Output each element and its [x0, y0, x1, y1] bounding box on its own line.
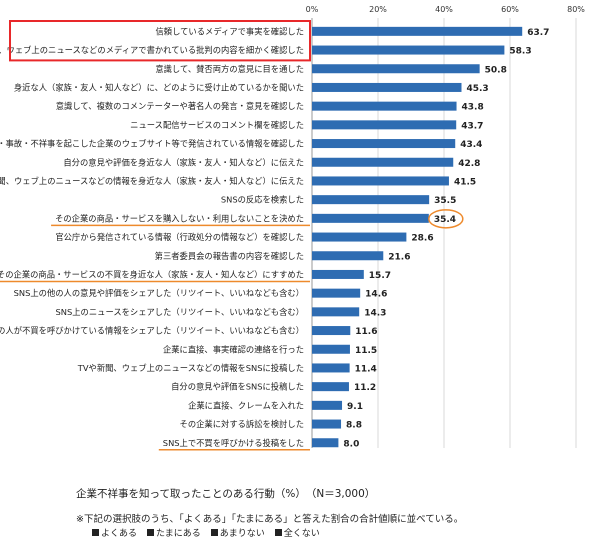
value-label: 45.3: [466, 84, 488, 94]
category-label: SNSの反応を検索した: [221, 195, 304, 205]
category-label: SNS上の他の人の意見や評価をシェアした（リツイート、いいねなども含む）: [14, 288, 304, 298]
bar: [312, 363, 350, 373]
legend-label: 全くない: [283, 529, 320, 539]
legend-swatch: [92, 529, 99, 536]
category-label: 企業に直接、事実確認の連絡を行った: [163, 344, 304, 354]
legend-label: よくある: [101, 529, 138, 539]
bar: [312, 157, 454, 167]
bar: [312, 419, 342, 429]
category-labels: 信頼しているメディアで事実を確認した TVや新聞、ウェブ上のニュースなどのメディア…: [0, 26, 304, 447]
category-label: 身近な人（家族・友人・知人など）に、どのように受け止めているかを聞いた: [14, 82, 304, 92]
legend-swatch: [147, 529, 155, 536]
category-label: 自分の意見や評価を身近な人（家族・友人・知人など）に伝えた: [63, 157, 304, 167]
category-label: その企業の商品・サービスの不買を身近な人（家族・友人・知人など）にすすめた: [0, 269, 304, 279]
category-label: SNS上で他の人が不買を呼びかけている情報をシェアした（リツイート、いいねなども…: [0, 326, 304, 336]
value-label: 41.5: [454, 177, 476, 187]
bar: [312, 195, 430, 205]
category-label: その企業の商品・サービスを購入しない・利用しないことを決めた: [55, 213, 304, 223]
bar: [312, 120, 457, 130]
bar: [312, 438, 339, 448]
x-tick-label: 40%: [435, 5, 453, 14]
bar: [312, 101, 457, 111]
value-label: 42.8: [458, 159, 480, 169]
bars: [312, 26, 523, 448]
x-axis-ticks: 0% 20% 40% 60% 80%: [306, 5, 586, 14]
legend-item: 全くない: [274, 526, 320, 539]
category-label: 企業に直接、クレームを入れた: [188, 400, 304, 410]
x-tick-label: 20%: [369, 5, 387, 14]
chart-caption: 企業不祥事を知って取ったことのある行動（%） （N＝3,000）: [76, 488, 376, 500]
value-label: 63.7: [527, 28, 549, 38]
value-label: 28.6: [411, 234, 433, 244]
bar: [312, 232, 407, 242]
category-label: 意識して、賛否両方の意見に目を通した: [155, 64, 304, 74]
highlight-box: [9, 20, 311, 62]
category-label: TVや新聞、ウェブ上のニュースなどのメディアで書かれている批判の内容を細かく確認…: [0, 45, 304, 55]
bar-chart: 0% 20% 40% 60% 80% 信頼しているメディアで事実を確認した TVや新聞、ウ…: [0, 5, 586, 451]
category-label: 自分の意見や評価をSNSに投稿した: [171, 382, 304, 392]
value-label: 14.3: [364, 308, 386, 318]
value-label: 43.4: [460, 140, 482, 150]
bar: [312, 82, 462, 92]
bar: [312, 26, 523, 36]
legend-swatch: [274, 529, 282, 536]
value-label: 11.5: [355, 346, 377, 356]
value-label: 11.6: [355, 327, 377, 337]
value-labels: 63.7 58.350.8 45.3 43.8 43.7 43.4 42.8 41.5 35.5…: [343, 28, 549, 449]
bar: [312, 326, 351, 336]
legend-label: あまりない: [219, 529, 265, 539]
value-label: 43.7: [461, 121, 483, 131]
bar: [312, 307, 360, 317]
value-label: 43.8: [462, 103, 484, 113]
x-tick-label: 80%: [567, 5, 585, 14]
legend-item: よくある: [92, 526, 137, 539]
bar: [312, 251, 384, 261]
bar: [312, 176, 449, 186]
legend: よくある たまにある あまりない 全くない: [92, 526, 320, 539]
x-tick-label: 60%: [501, 5, 519, 14]
value-label: 11.2: [354, 383, 376, 393]
value-label: 35.4: [434, 215, 456, 225]
value-highlight-circle: [428, 209, 464, 229]
bar: [312, 344, 350, 354]
bar: [312, 382, 349, 392]
bar: [312, 269, 364, 279]
chart-note: ※下記の選択肢のうち、「よくある」「たまにある」と答えた割合の合計値順に並べてい…: [76, 514, 464, 525]
category-label: 第三者委員会の報告書の内容を確認した: [155, 251, 304, 261]
bar: [312, 213, 429, 223]
value-label: 8.8: [346, 421, 362, 431]
category-label: 官公庁から発信されている情報（行政処分の情報など）を確認した: [55, 232, 304, 242]
bar: [312, 64, 480, 74]
category-label: TVや新聞、ウェブ上のニュースなどの情報をSNSに投稿した: [77, 363, 304, 373]
category-label: ニュース配信サービスのコメント欄を確認した: [130, 120, 304, 130]
value-label: 15.7: [369, 271, 391, 281]
legend-item: あまりない: [210, 526, 265, 539]
highlight-annotations: [0, 20, 464, 451]
bar: [312, 288, 361, 298]
legend-swatch: [210, 529, 218, 536]
value-label: 8.0: [343, 439, 359, 449]
value-label: 58.3: [509, 47, 531, 57]
category-label: 事件・事故・不祥事を起こした企業のウェブサイト等で発信されている情報を確認した: [0, 139, 304, 149]
bar: [312, 139, 456, 149]
category-label: 意識して、複数のコメンテーターや著名人の発言・意見を確認した: [56, 101, 304, 111]
category-label: SNS上のニュースをシェアした（リツイート、いいねなども含む）: [56, 307, 304, 317]
value-label: 14.6: [365, 290, 387, 300]
legend-label: たまにある: [156, 529, 201, 539]
category-label: SNS上で不買を呼びかける投稿をした: [163, 438, 304, 448]
value-label: 9.1: [347, 402, 363, 412]
category-label: TVや新聞、ウェブ上のニュースなどの情報を身近な人（家族・友人・知人など）に伝え…: [0, 176, 304, 186]
value-label: 11.4: [355, 364, 377, 374]
category-label: 信頼しているメディアで事実を確認した: [155, 26, 304, 36]
value-label: 21.6: [388, 252, 410, 262]
legend-item: たまにある: [147, 526, 201, 539]
value-label: 50.8: [485, 65, 507, 75]
bar: [312, 400, 343, 410]
category-label: その企業に対する訴訟を検討した: [180, 419, 304, 429]
bar: [312, 45, 505, 55]
x-tick-label: 0%: [306, 5, 319, 14]
value-label: 35.5: [434, 196, 456, 206]
